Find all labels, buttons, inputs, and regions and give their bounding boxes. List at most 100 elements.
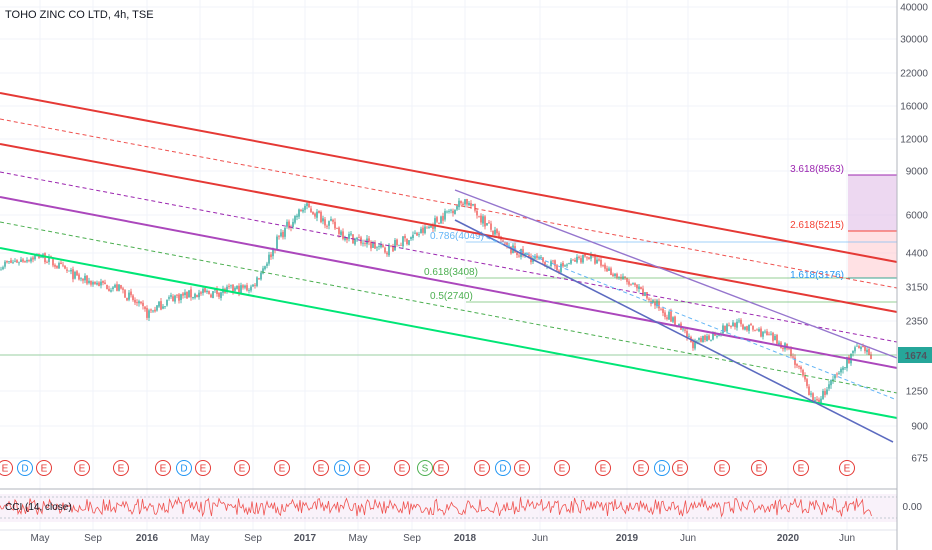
event-marker[interactable]: D — [495, 460, 511, 476]
candle — [292, 218, 294, 230]
candle — [310, 205, 312, 213]
time-tick-label: 2019 — [616, 533, 639, 544]
event-marker[interactable]: E — [234, 460, 250, 476]
candle — [158, 301, 160, 308]
candle — [6, 260, 8, 264]
candle — [562, 260, 564, 268]
candle — [242, 284, 244, 290]
candle — [204, 287, 206, 293]
event-marker[interactable]: E — [751, 460, 767, 476]
candle — [116, 281, 118, 292]
candle — [284, 227, 286, 240]
candle — [354, 237, 356, 246]
candle — [638, 284, 640, 293]
candle — [426, 225, 428, 229]
event-marker[interactable]: E — [394, 460, 410, 476]
event-marker[interactable]: E — [155, 460, 171, 476]
candle — [626, 277, 628, 285]
event-marker[interactable]: E — [354, 460, 370, 476]
candle — [216, 286, 218, 297]
candle — [858, 344, 860, 349]
event-marker[interactable]: E — [274, 460, 290, 476]
candle — [44, 252, 46, 265]
candle — [686, 328, 688, 341]
price-pane[interactable] — [0, 0, 897, 530]
event-marker[interactable]: D — [334, 460, 350, 476]
candle — [832, 375, 834, 384]
event-marker[interactable]: E — [433, 460, 449, 476]
candle — [540, 254, 542, 259]
candle — [374, 240, 376, 249]
candle — [746, 325, 748, 332]
event-marker[interactable]: E — [714, 460, 730, 476]
candle — [314, 212, 316, 219]
candle — [842, 365, 844, 374]
candle — [824, 388, 826, 398]
candle — [4, 260, 6, 269]
event-marker[interactable]: D — [176, 460, 192, 476]
price-tick-label: 40000 — [900, 3, 928, 14]
candle — [348, 231, 350, 242]
candle — [184, 289, 186, 299]
svg-text:D: D — [338, 464, 345, 475]
event-marker[interactable]: E — [474, 460, 490, 476]
event-marker[interactable]: E — [195, 460, 211, 476]
candle — [208, 290, 210, 295]
event-marker[interactable]: E — [672, 460, 688, 476]
candle — [326, 224, 328, 229]
event-marker[interactable]: E — [313, 460, 329, 476]
candle — [228, 283, 230, 290]
event-marker[interactable]: E — [74, 460, 90, 476]
candle — [100, 278, 102, 289]
candle — [320, 210, 322, 224]
candle — [340, 229, 342, 237]
event-marker[interactable]: D — [654, 460, 670, 476]
candle — [606, 265, 608, 272]
candle — [302, 207, 304, 214]
candle — [448, 209, 450, 214]
event-marker[interactable]: E — [36, 460, 52, 476]
candle — [82, 277, 84, 284]
event-marker[interactable]: E — [554, 460, 570, 476]
candle — [180, 293, 182, 304]
candle — [298, 208, 300, 220]
event-marker[interactable]: E — [793, 460, 809, 476]
svg-text:E: E — [559, 464, 566, 475]
event-marker[interactable]: E — [633, 460, 649, 476]
candle — [94, 281, 96, 285]
candle — [654, 298, 656, 310]
event-marker[interactable]: D — [17, 460, 33, 476]
candle — [250, 284, 252, 293]
candle — [620, 274, 622, 281]
svg-text:D: D — [180, 464, 187, 475]
svg-text:E: E — [600, 464, 607, 475]
candle — [14, 258, 16, 263]
time-tick-label: May — [31, 533, 50, 544]
candle — [278, 235, 280, 240]
candle — [490, 220, 492, 233]
fib-zone-purple — [848, 175, 897, 231]
event-marker[interactable]: E — [514, 460, 530, 476]
candle — [200, 290, 202, 296]
event-marker[interactable]: S — [417, 460, 433, 476]
candle — [296, 213, 298, 221]
event-marker[interactable]: E — [839, 460, 855, 476]
candle — [438, 222, 440, 225]
time-tick-label: 2017 — [294, 533, 317, 544]
candle — [580, 255, 582, 264]
event-marker[interactable]: E — [595, 460, 611, 476]
candle — [716, 334, 718, 339]
event-marker[interactable]: E — [0, 460, 13, 476]
candle — [16, 259, 18, 264]
candle — [598, 257, 600, 262]
event-marker[interactable]: E — [113, 460, 129, 476]
candle — [188, 290, 190, 298]
candle — [798, 365, 800, 370]
time-tick-label: Jun — [839, 533, 855, 544]
candle — [854, 345, 856, 354]
candle — [808, 384, 810, 396]
candle — [152, 309, 154, 313]
svg-text:E: E — [279, 464, 286, 475]
candle — [328, 220, 330, 230]
